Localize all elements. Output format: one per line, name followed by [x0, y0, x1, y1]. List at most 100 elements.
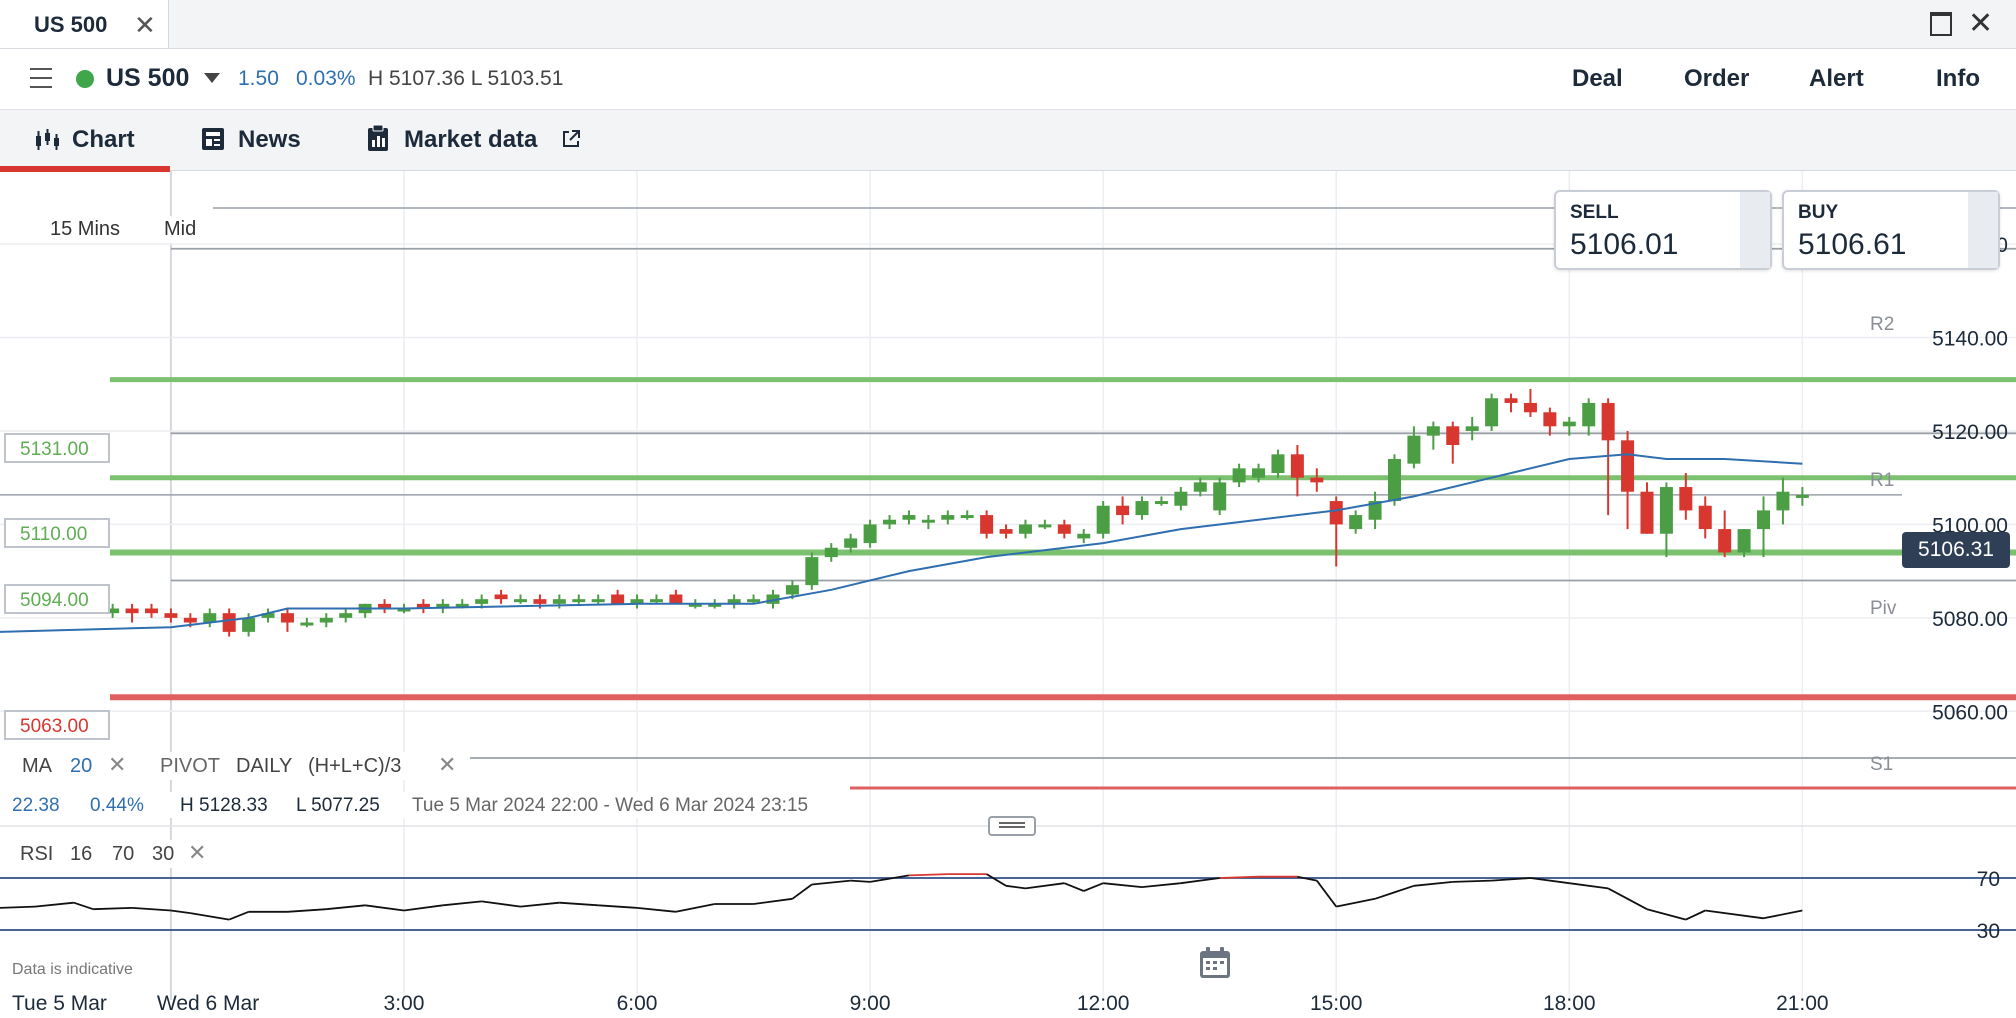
candle-body	[1213, 482, 1227, 511]
tab-chart[interactable]: Chart	[0, 110, 170, 172]
x-tick-label: 3:00	[384, 992, 425, 1015]
pivot-formula: (H+L+C)/3	[308, 755, 402, 777]
window-tab-us500[interactable]: US 500 ✕	[0, 0, 169, 48]
candle-body	[397, 608, 411, 612]
buy-price: 5106.61	[1798, 228, 1907, 261]
buy-button[interactable]: BUY 5106.61	[1782, 190, 2000, 270]
candle-body	[785, 585, 799, 595]
candle-body	[1057, 524, 1071, 534]
buy-button-edge	[1968, 192, 1998, 268]
candle-body	[1193, 482, 1207, 492]
rsi-line-segment	[1705, 909, 1764, 920]
rsi-line-segment	[1141, 882, 1181, 888]
candle-body	[669, 594, 683, 604]
price-chart[interactable]: 5160.005140.005120.005100.005080.005060.…	[0, 171, 2016, 1018]
close-tab-icon[interactable]: ✕	[134, 10, 156, 40]
alert-level-5131[interactable]: 5131.00	[4, 433, 110, 463]
remove-pivot-icon[interactable]: ✕	[438, 752, 457, 777]
candle-body	[1679, 487, 1693, 511]
rsi-line-segment	[559, 901, 599, 907]
candle-body	[164, 613, 178, 618]
candle-body	[261, 613, 275, 618]
candle-body	[1465, 426, 1479, 431]
candle-body	[1504, 398, 1518, 403]
deal-button[interactable]: Deal	[1572, 65, 1623, 92]
high-low-values: H 5107.36 L 5103.51	[368, 67, 564, 90]
candle-body	[494, 594, 508, 600]
pivot-piv-label: Piv	[1870, 598, 1897, 619]
remove-ma-icon[interactable]: ✕	[108, 752, 127, 777]
candle-body	[727, 599, 741, 604]
pivot-r2-label: R2	[1870, 314, 1895, 335]
ma-20-line	[0, 453, 1803, 633]
candle-body	[1135, 501, 1149, 516]
rsi-line-segment	[170, 909, 191, 914]
rsi-line-segment	[1025, 882, 1065, 890]
tab-news[interactable]: News	[200, 110, 330, 170]
candle-body	[766, 594, 780, 604]
candle-body	[1718, 529, 1732, 553]
price-axis: 5160.005140.005120.005100.005080.005060.…	[1932, 234, 2008, 724]
market-open-status-icon	[76, 70, 94, 88]
candle-body	[475, 599, 489, 604]
period-low: L 5077.25	[296, 795, 380, 816]
rsi-line-segment	[365, 904, 405, 912]
rsi-panel: 70 30	[0, 868, 2016, 943]
current-price-tag: 5106.31	[1902, 532, 2010, 568]
candle-body	[242, 617, 256, 632]
rsi-line-segment	[403, 904, 443, 912]
rsi-line-segment	[675, 903, 715, 913]
remove-rsi-icon[interactable]: ✕	[188, 840, 207, 865]
tab-market-data[interactable]: Market data	[366, 110, 596, 170]
rsi-line-segment	[1103, 882, 1143, 888]
buy-label: BUY	[1798, 202, 1839, 223]
candle-body	[1485, 398, 1499, 427]
candle-body	[436, 603, 450, 609]
candle-body	[630, 599, 644, 604]
rsi-line-segment	[93, 907, 133, 911]
menu-icon[interactable]	[30, 68, 52, 88]
candle-body	[106, 608, 120, 614]
rsi-line-segment	[850, 879, 871, 883]
candle-body	[1601, 402, 1615, 441]
info-button[interactable]: Info	[1936, 65, 1980, 92]
external-link-icon[interactable]	[560, 128, 582, 150]
rsi-line-segment	[1569, 882, 1609, 890]
alert-level-5110[interactable]: 5110.00	[4, 518, 110, 548]
close-window-icon[interactable]: ✕	[1968, 7, 1994, 40]
rsi-axis-label: 30	[1977, 920, 2000, 943]
order-button[interactable]: Order	[1684, 65, 1750, 92]
price-level-lines	[0, 247, 2016, 790]
price-type-selector[interactable]: Mid	[158, 216, 203, 243]
candle-body	[183, 617, 197, 623]
x-tick-label: 12:00	[1077, 992, 1130, 1015]
alert-button[interactable]: Alert	[1809, 65, 1864, 92]
timeframe-selector[interactable]: 15 Mins	[44, 216, 127, 243]
candle-body	[708, 603, 722, 607]
maximize-icon[interactable]	[1930, 12, 1952, 36]
period-range: Tue 5 Mar 2024 22:00 - Wed 6 Mar 2024 23…	[412, 795, 809, 816]
candle-body	[999, 529, 1013, 534]
candle-body	[1640, 491, 1654, 534]
instrument-name[interactable]: US 500	[106, 64, 190, 92]
candle-body	[1077, 533, 1091, 539]
rsi-line-segment	[1452, 879, 1492, 883]
x-tick-label: 6:00	[617, 992, 658, 1015]
alert-level-5094[interactable]: 5094.00	[4, 584, 110, 614]
rsi-line-segment	[869, 874, 910, 883]
rsi-line-segment	[1316, 880, 1337, 908]
rsi-line-segment	[1374, 884, 1415, 900]
rsi-line-segment	[0, 905, 35, 909]
panel-resize-handle[interactable]	[988, 816, 1036, 836]
pivot-s1-label: S1	[1870, 754, 1894, 775]
calendar-icon[interactable]	[1198, 946, 1232, 980]
window-tab-bar: US 500 ✕ ✕	[0, 0, 2016, 49]
candle-body	[591, 599, 605, 603]
chevron-down-icon[interactable]	[204, 73, 220, 83]
candle-body	[1776, 491, 1790, 511]
alert-level-5063[interactable]: 5063.00	[4, 710, 110, 740]
candle-body	[1562, 421, 1576, 427]
rsi-line-segment	[1180, 877, 1220, 885]
sell-button[interactable]: SELL 5106.01	[1554, 190, 1772, 270]
x-tick-label: Tue 5 Mar	[12, 992, 107, 1015]
